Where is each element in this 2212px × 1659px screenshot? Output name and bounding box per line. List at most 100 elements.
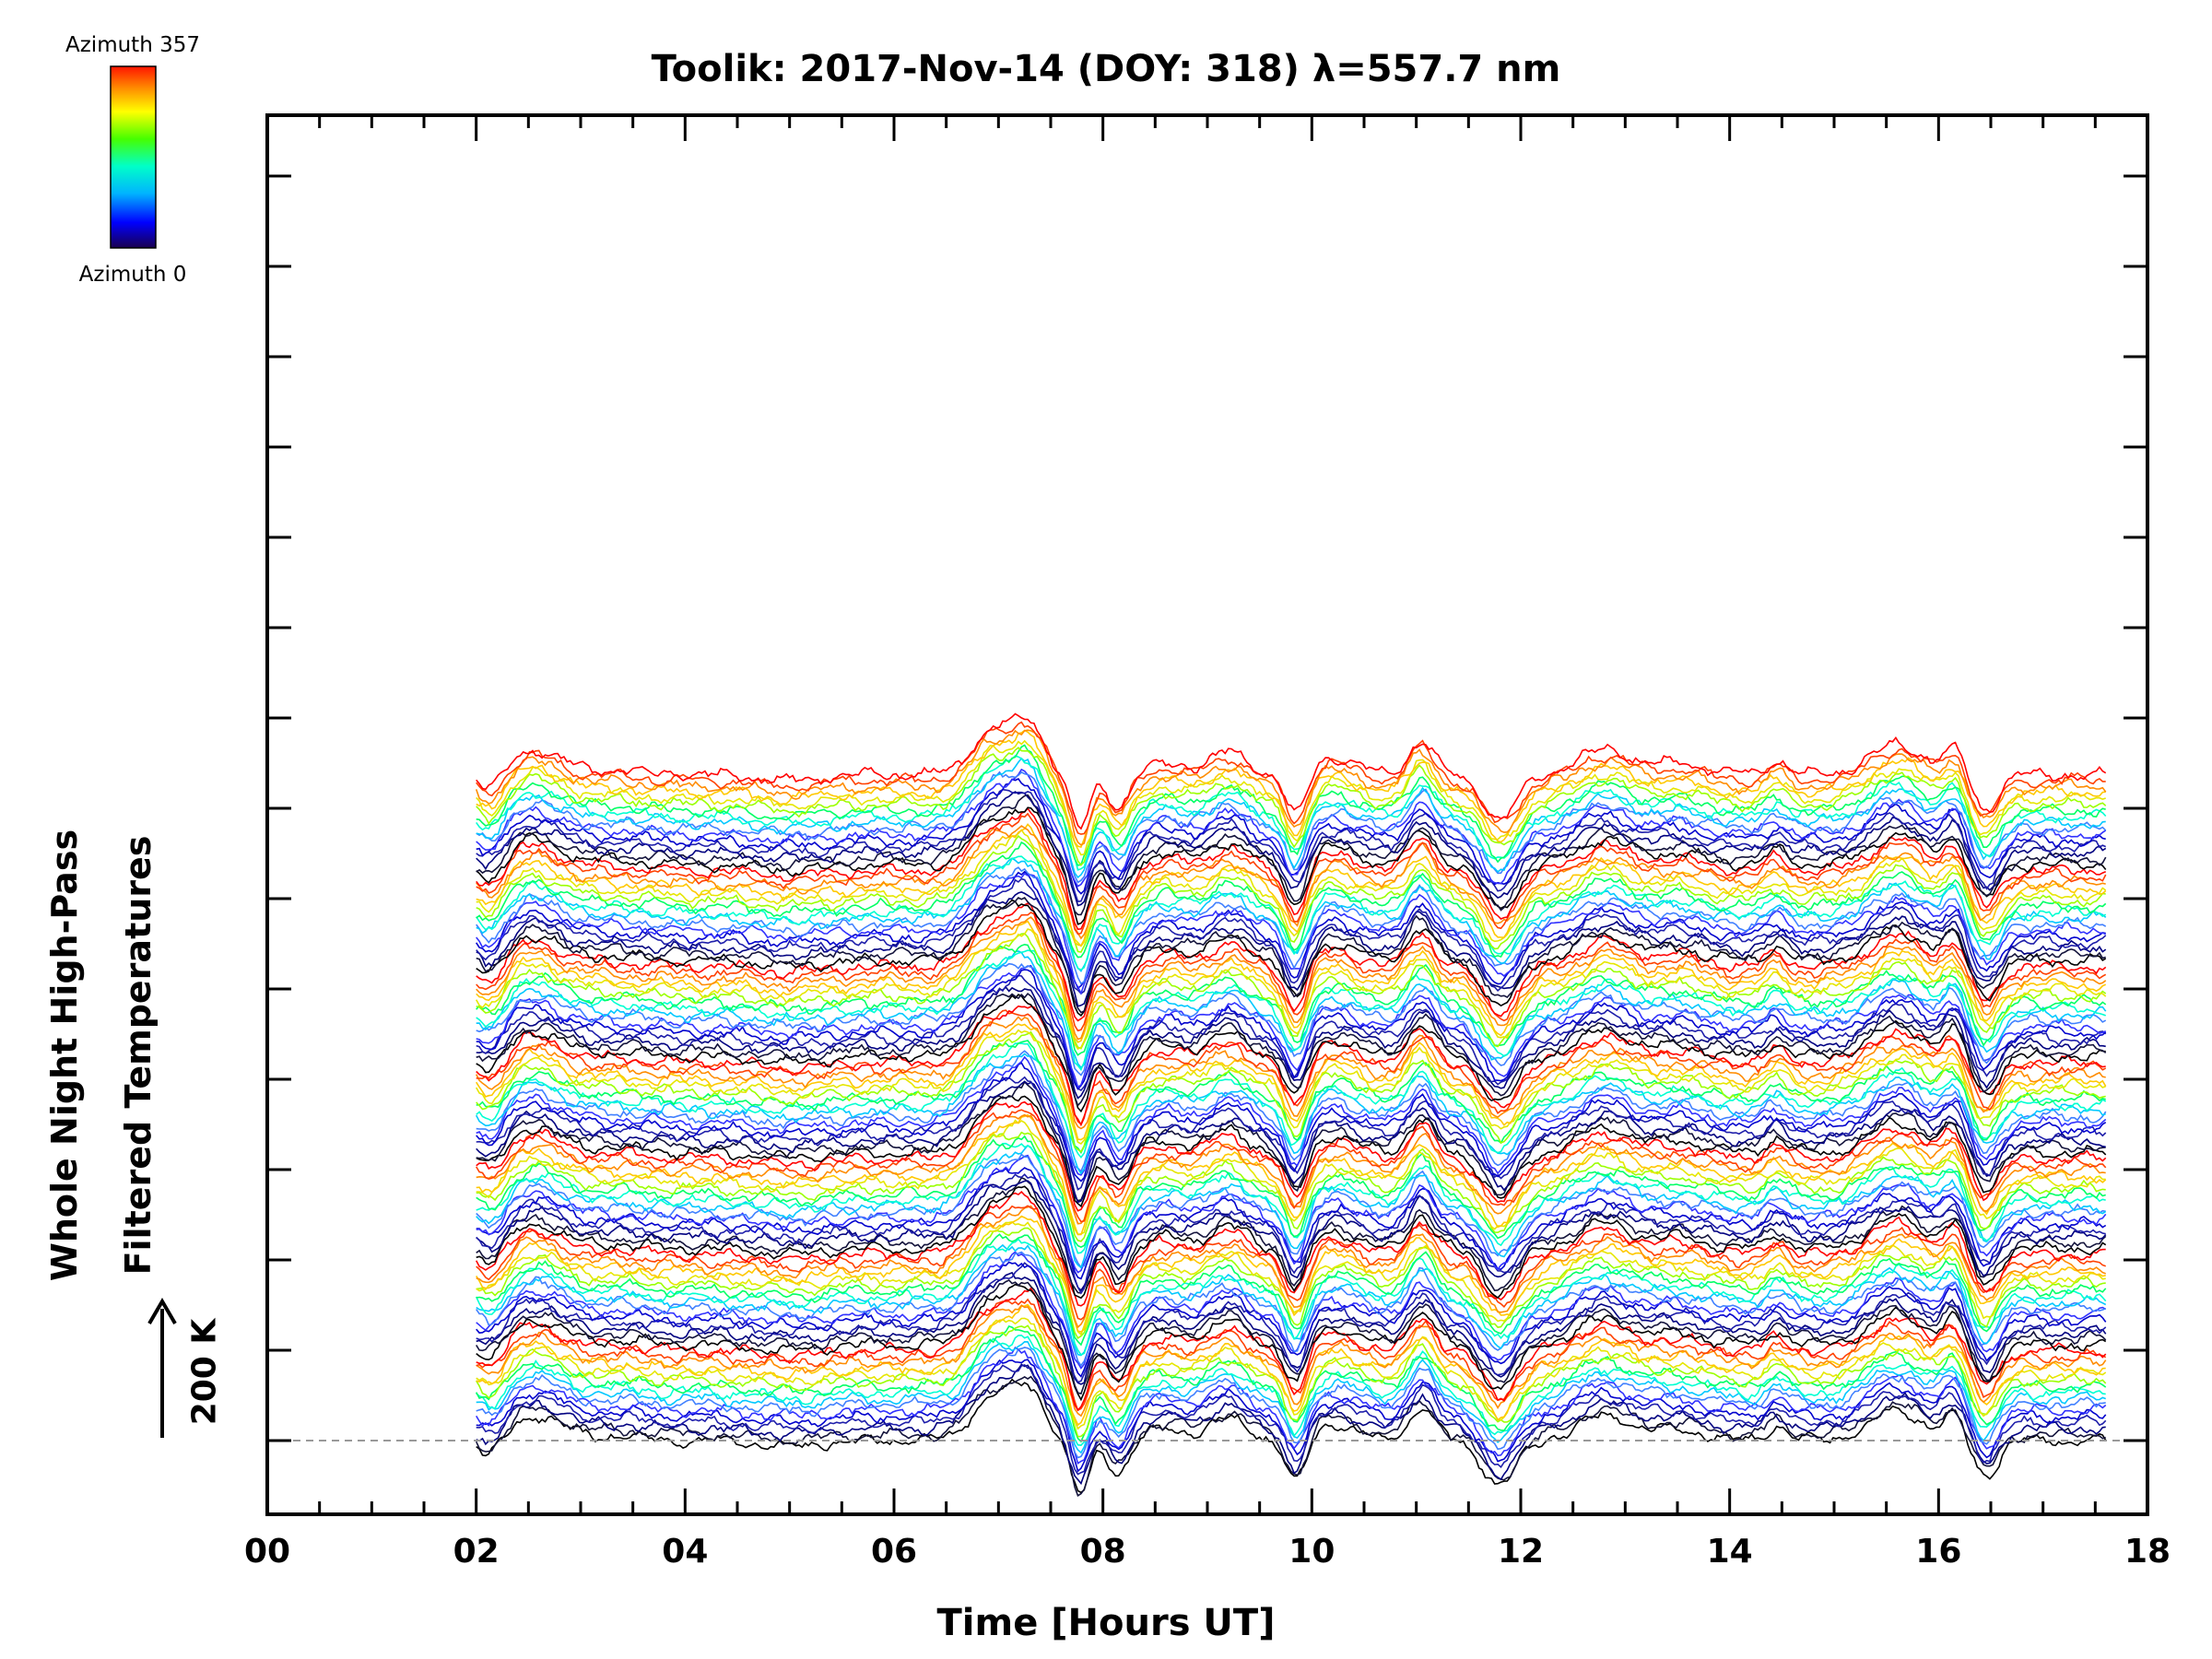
series-trace-110 [475, 729, 2107, 846]
colorbar-bottom-label: Azimuth 0 [78, 263, 187, 287]
y-axis-label: Whole Night High-Pass Filtered Temperatu… [44, 830, 159, 1281]
series-trace-22 [476, 1251, 2107, 1370]
series-trace-107 [476, 747, 2107, 866]
x-tick-label-18: 18 [2124, 1533, 2171, 1571]
series-trace-71 [476, 962, 2107, 1077]
series-trace-52 [476, 1076, 2107, 1191]
series-trace-47 [476, 1109, 2107, 1223]
series-trace-53 [476, 1062, 2107, 1182]
series-trace-33 [476, 1185, 2107, 1300]
series-trace-34 [476, 1176, 2107, 1294]
series-trace-106 [476, 744, 2106, 866]
series-trace-50 [476, 1080, 2106, 1202]
series-trace-94 [476, 825, 2106, 940]
series-trace-21 [476, 1261, 2107, 1378]
x-tick-label-06: 06 [871, 1533, 917, 1571]
series-trace-14 [476, 1304, 2107, 1418]
series-trace-84 [476, 877, 2107, 994]
series-trace-38 [476, 1154, 2107, 1274]
series-trace-23 [476, 1251, 2107, 1367]
series-trace-17 [476, 1283, 2107, 1402]
trace-group [475, 712, 2107, 1498]
series-trace-80 [476, 902, 2107, 1022]
series-trace-109 [476, 729, 2106, 849]
series-trace-66 [476, 992, 2107, 1107]
y-axis-label-line-1: Whole Night High-Pass [44, 829, 85, 1282]
series-trace-7 [476, 1347, 2106, 1459]
series-trace-93 [476, 823, 2107, 947]
series-trace-74 [476, 943, 2107, 1056]
series-trace-31 [476, 1205, 2106, 1321]
series-trace-54 [476, 1055, 2107, 1176]
series-trace-27 [476, 1227, 2106, 1340]
colorbar-top-label: Azimuth 357 [65, 33, 200, 57]
series-trace-35 [476, 1180, 2107, 1292]
series-trace-13 [476, 1303, 2106, 1427]
series-trace-102 [476, 768, 2107, 888]
series-trace-81 [476, 899, 2107, 1018]
x-tick-label-16: 16 [1915, 1533, 1961, 1571]
series-trace-85 [476, 870, 2106, 990]
x-tick-label-14: 14 [1707, 1533, 1753, 1571]
series-trace-90 [476, 841, 2107, 959]
series-trace-44 [476, 1119, 2106, 1236]
series-trace-39 [476, 1153, 2106, 1268]
series-trace-25 [475, 1238, 2107, 1357]
x-tick-label-12: 12 [1498, 1533, 1544, 1571]
series-trace-78 [476, 916, 2107, 1041]
series-trace-108 [476, 739, 2106, 856]
x-tick-label-04: 04 [662, 1533, 708, 1571]
series-trace-43 [476, 1131, 2106, 1242]
series-trace-2 [475, 1375, 2106, 1498]
series-trace-68 [476, 974, 2107, 1092]
series-trace-89 [476, 855, 2107, 971]
series-trace-48 [476, 1100, 2107, 1212]
series-trace-18 [476, 1279, 2107, 1395]
x-tick-label-10: 10 [1288, 1533, 1335, 1571]
series-trace-105 [476, 755, 2107, 871]
scale-bar-text: 200 K [185, 1318, 224, 1426]
series-trace-61 [476, 1023, 2107, 1141]
tick-group [265, 115, 2149, 1514]
x-tick-labels: 00 02 04 06 08 10 12 14 16 18 [244, 1533, 2171, 1571]
series-trace-83 [476, 891, 2107, 1007]
chart-title: Toolik: 2017-Nov-14 (DOY: 318) λ=557.7 n… [651, 48, 1561, 90]
series-trace-29 [476, 1215, 2106, 1333]
series-trace-19 [476, 1271, 2107, 1385]
series-trace-95 [476, 812, 2107, 935]
series-trace-60 [476, 1029, 2106, 1146]
series-trace-111 [476, 721, 2106, 835]
series-trace-87 [476, 866, 2107, 985]
series-trace-57 [476, 1042, 2107, 1159]
scale-bar-label: 200 K [186, 1319, 224, 1426]
x-tick-label-02: 02 [453, 1533, 500, 1571]
y-axis-label-line-2: Filtered Temperatures [118, 835, 159, 1276]
series-trace-26 [476, 1233, 2107, 1347]
series-trace-24 [476, 1243, 2107, 1357]
x-tick-label-00: 00 [244, 1533, 290, 1571]
series-trace-77 [476, 920, 2107, 1043]
series-trace-92 [476, 829, 2107, 947]
colorbar [110, 65, 157, 249]
series-trace-30 [476, 1205, 2106, 1329]
series-trace-64 [476, 1005, 2106, 1127]
series-trace-9 [476, 1334, 2106, 1446]
series-trace-11 [476, 1324, 2107, 1438]
series-trace-82 [476, 896, 2106, 1014]
series-trace-72 [476, 950, 2107, 1069]
series-trace-97 [476, 806, 2107, 925]
series-trace-36 [476, 1173, 2106, 1295]
series-trace-42 [476, 1135, 2106, 1248]
series-trace-73 [476, 949, 2106, 1072]
series-trace-1 [476, 1378, 2107, 1494]
x-tick-label-08: 08 [1080, 1533, 1126, 1571]
series-trace-55 [476, 1050, 2107, 1173]
scale-arrow [147, 1298, 177, 1438]
series-trace-62 [475, 1016, 2106, 1130]
series-trace-96 [476, 806, 2106, 931]
series-trace-32 [475, 1190, 2106, 1307]
series-trace-6 [476, 1346, 2107, 1465]
series-trace-69 [476, 969, 2107, 1090]
x-axis-label: Time [Hours UT] [936, 1602, 1276, 1644]
